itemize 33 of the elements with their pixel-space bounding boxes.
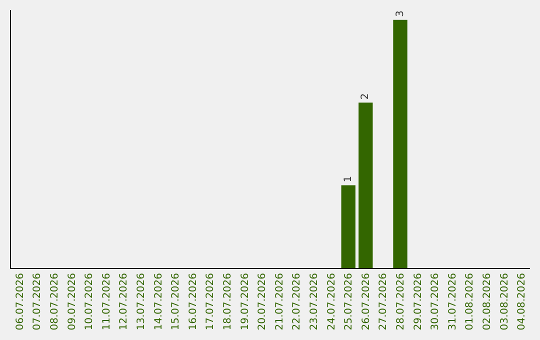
x-tick-label: 22.07.2026 bbox=[292, 273, 303, 330]
x-tick-label: 29.07.2026 bbox=[412, 273, 424, 330]
x-tick-label: 20.07.2026 bbox=[257, 273, 268, 330]
x-tick-label: 28.07.2026 bbox=[396, 273, 406, 330]
x-tick-label: 13.07.2026 bbox=[136, 273, 147, 330]
x-tick-label: 11.07.2026 bbox=[101, 273, 112, 330]
x-tick-label: 16.07.2026 bbox=[188, 273, 199, 330]
x-tick-label: 24.07.2026 bbox=[326, 273, 338, 330]
x-tick-label: 26.07.2026 bbox=[360, 273, 372, 330]
x-tick-label: 01.08.2026 bbox=[464, 273, 476, 330]
x-tick-label: 09.07.2026 bbox=[66, 273, 78, 330]
x-tick-label: 30.07.2026 bbox=[430, 273, 442, 330]
x-tick-label: 02.08.2026 bbox=[482, 273, 493, 330]
x-tick-label: 17.07.2026 bbox=[205, 273, 216, 330]
x-tick-label: 10.07.2026 bbox=[84, 273, 96, 330]
x-tick-label: 12.07.2026 bbox=[118, 273, 130, 330]
x-tick-label: 14.07.2026 bbox=[153, 273, 164, 330]
x-tick-label: 21.07.2026 bbox=[274, 273, 286, 330]
x-tick-label: 27.07.2026 bbox=[378, 273, 390, 330]
x-tick-label: 25.07.2026 bbox=[344, 273, 355, 330]
data-label: 3 bbox=[394, 10, 406, 17]
x-tick-label: 23.07.2026 bbox=[309, 273, 320, 330]
x-tick-label: 04.08.2026 bbox=[516, 273, 528, 330]
x-tick-label: 31.07.2026 bbox=[447, 273, 458, 330]
data-label: 1 bbox=[342, 176, 354, 182]
x-tick-label: 03.08.2026 bbox=[499, 273, 510, 330]
x-tick-label: 07.07.2026 bbox=[32, 273, 44, 330]
x-tick-label: 15.07.2026 bbox=[170, 273, 182, 330]
x-tick-label: 18.07.2026 bbox=[222, 273, 234, 330]
x-tick-label: 08.07.2026 bbox=[50, 273, 60, 330]
x-tick-label: 06.07.2026 bbox=[14, 273, 26, 330]
x-tick-label: 19.07.2026 bbox=[240, 273, 251, 330]
data-label: 2 bbox=[360, 93, 372, 100]
